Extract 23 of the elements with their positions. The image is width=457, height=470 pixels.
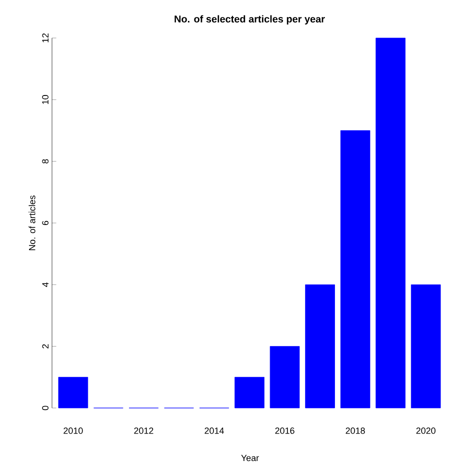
bar	[305, 284, 335, 408]
x-tick-label: 2020	[416, 428, 436, 434]
x-tick-label: 2014	[204, 428, 224, 434]
bar	[376, 38, 406, 408]
bar	[234, 376, 264, 408]
y-tick-label: 4	[42, 282, 48, 287]
x-tick-label: 2010	[64, 428, 83, 434]
chart-title: No. of selected articles per year	[174, 15, 325, 24]
x-tick-label: 2016	[275, 428, 294, 434]
x-tick-label: 2012	[134, 428, 154, 434]
y-tick-label: 8	[42, 159, 48, 164]
x-axis-title: Year	[241, 454, 259, 462]
y-axis-title: No. of articles	[28, 196, 36, 250]
x-tick-label: 2018	[346, 428, 365, 434]
y-tick-label: 12	[42, 33, 48, 42]
y-tick-label: 0	[42, 406, 48, 410]
y-tick-label: 10	[42, 95, 48, 104]
bar	[58, 376, 88, 408]
y-tick-label: 6	[42, 220, 48, 226]
bar	[340, 130, 370, 408]
bar	[410, 284, 441, 408]
bar	[270, 346, 300, 408]
y-tick-label: 2	[42, 344, 48, 348]
